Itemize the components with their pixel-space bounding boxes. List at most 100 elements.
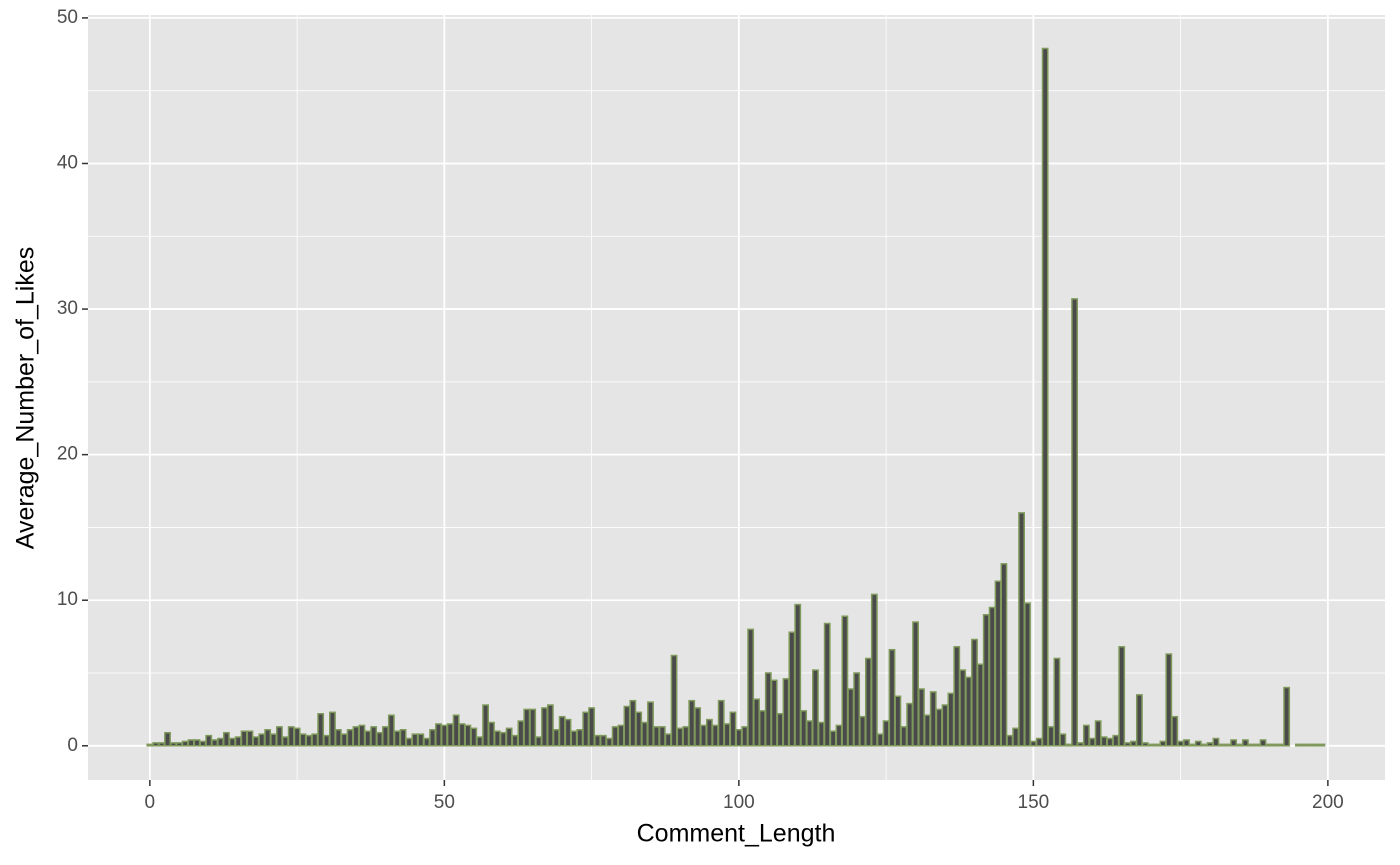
bar [541, 707, 548, 747]
bar [287, 726, 295, 747]
bar [1124, 742, 1132, 747]
bar [865, 657, 872, 747]
bar [1247, 743, 1255, 747]
bar [658, 726, 666, 747]
bar [423, 737, 431, 747]
bar [240, 730, 248, 747]
bar [1065, 743, 1073, 747]
bar [1077, 742, 1084, 747]
bar [452, 714, 460, 747]
bar [1188, 743, 1196, 747]
bar [564, 718, 572, 747]
x-tick-label: 50 [434, 792, 455, 813]
bar [747, 628, 755, 747]
bar [276, 726, 283, 747]
bar [1271, 743, 1279, 747]
bar [723, 723, 731, 747]
bar [364, 730, 372, 747]
bar [894, 695, 902, 747]
bar [411, 733, 419, 747]
bar [1200, 743, 1208, 747]
bar [358, 724, 366, 747]
bar [800, 710, 808, 747]
bar [1194, 740, 1202, 747]
bar [959, 669, 967, 747]
bar [965, 676, 972, 747]
bar [682, 726, 690, 747]
bar [635, 711, 643, 747]
bar [1118, 646, 1126, 747]
bar [476, 736, 484, 747]
bar [1035, 737, 1043, 747]
bar [776, 713, 784, 747]
bar [1300, 743, 1308, 747]
x-tick-label: 0 [145, 792, 156, 813]
bar [305, 734, 313, 747]
bar [576, 729, 584, 747]
bar [1312, 743, 1320, 747]
bar [788, 631, 796, 747]
bar [611, 726, 619, 747]
bar [753, 698, 760, 747]
bar [570, 730, 578, 747]
bar [387, 714, 395, 747]
bar [181, 740, 189, 747]
bar [170, 742, 177, 747]
bar [405, 737, 413, 747]
bar [164, 731, 171, 747]
bar [1130, 740, 1137, 747]
bar [1212, 737, 1220, 747]
bar [817, 721, 825, 747]
bar [823, 622, 831, 747]
bar [623, 705, 631, 747]
bar [293, 727, 301, 747]
bar [994, 580, 1002, 747]
bar [835, 724, 843, 747]
bar [1159, 740, 1167, 747]
bar [535, 736, 542, 747]
bar [947, 692, 955, 747]
bar [1206, 742, 1214, 747]
bar [859, 715, 866, 747]
bar [393, 730, 401, 747]
bar [1012, 727, 1020, 747]
bar [935, 708, 943, 747]
bar [617, 724, 625, 747]
x-tick-label: 150 [1018, 792, 1050, 813]
bar [552, 729, 560, 747]
bar [1259, 739, 1267, 747]
bar [912, 621, 919, 747]
bar [1253, 743, 1261, 747]
bar [493, 730, 501, 747]
bar [505, 727, 513, 747]
bar [1106, 737, 1114, 747]
bar [399, 729, 407, 747]
bar [370, 726, 378, 747]
bar [929, 691, 937, 747]
bar [741, 726, 749, 747]
x-tick-label: 200 [1312, 792, 1344, 813]
bar [429, 729, 436, 747]
bar [146, 743, 154, 747]
bar [670, 654, 678, 747]
bar [158, 742, 166, 747]
bar [258, 733, 266, 747]
bar [376, 731, 383, 747]
bar [794, 603, 802, 747]
bar [706, 718, 713, 747]
bar [976, 663, 984, 747]
bar [605, 737, 613, 747]
bar [464, 724, 472, 747]
bar [1242, 739, 1249, 747]
y-axis-title: Average_Number_of_Likes [12, 247, 40, 550]
bar [847, 688, 855, 747]
bar [270, 733, 277, 747]
bar [1295, 743, 1302, 747]
bar [323, 734, 330, 747]
bar [470, 727, 478, 747]
bar [205, 734, 213, 747]
y-tick-label: 50 [57, 7, 78, 28]
bar [228, 737, 236, 747]
bar [1094, 720, 1102, 747]
y-tick-label: 20 [57, 444, 78, 465]
